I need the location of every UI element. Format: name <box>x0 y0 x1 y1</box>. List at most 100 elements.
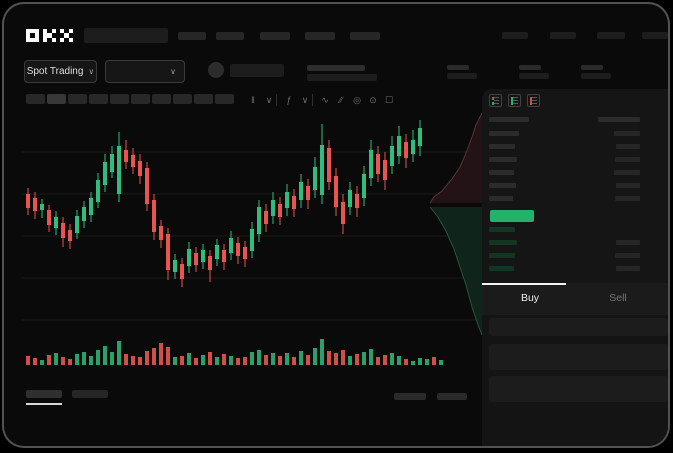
nav-item[interactable] <box>216 32 244 40</box>
candle-body <box>411 140 415 154</box>
volume-bar <box>47 355 51 365</box>
book-bids-icon[interactable] <box>508 94 521 107</box>
nav-item[interactable] <box>178 32 206 40</box>
bid-size-bar <box>489 240 517 245</box>
indicators-icon[interactable]: ƒ <box>286 95 292 105</box>
candle-body <box>362 174 366 198</box>
candle-body <box>334 176 338 207</box>
candle-body <box>222 250 226 262</box>
timeframe-pill[interactable] <box>194 94 213 104</box>
timeframe-pill[interactable] <box>215 94 234 104</box>
nav-right-item[interactable] <box>550 32 576 39</box>
ask-row[interactable] <box>482 144 668 152</box>
history-icon[interactable]: ⊙ <box>369 95 377 105</box>
nav-item[interactable] <box>260 32 290 40</box>
candle-body <box>166 234 170 270</box>
volume-bar <box>159 343 163 365</box>
timeframe-pill[interactable] <box>110 94 129 104</box>
ask-price-bar <box>614 170 640 175</box>
candle-body <box>96 180 100 202</box>
nav-right-item[interactable] <box>502 32 528 39</box>
ask-size-bar <box>489 157 517 162</box>
volume-bar <box>376 357 380 365</box>
ask-price-bar <box>616 183 640 188</box>
token-avatar[interactable] <box>208 62 224 78</box>
candle-body <box>40 204 44 210</box>
candle-body <box>404 142 408 158</box>
candle-body <box>369 150 373 178</box>
candle-body <box>257 207 261 234</box>
market-type-selector[interactable]: Spot Trading ∨ <box>24 60 97 83</box>
icon-mark <box>492 102 494 105</box>
ask-row[interactable] <box>482 196 668 204</box>
order-input-field[interactable] <box>489 376 668 402</box>
depth-bid-area <box>430 207 482 335</box>
line-tool-icon[interactable]: ∿ <box>321 95 329 105</box>
tab-buy[interactable]: Buy <box>520 292 540 304</box>
nav-right-item[interactable] <box>642 32 668 39</box>
candle-body <box>68 230 72 241</box>
bottom-tab[interactable] <box>72 390 108 398</box>
timeframe-pill[interactable] <box>89 94 108 104</box>
ask-row[interactable] <box>482 183 668 191</box>
tab-sell[interactable]: Sell <box>609 292 627 304</box>
candle-body <box>355 194 359 208</box>
icon-line <box>513 103 518 104</box>
timeframe-pill[interactable] <box>131 94 150 104</box>
bid-price-bar <box>615 253 640 258</box>
bottom-action[interactable] <box>394 393 426 400</box>
candle-body <box>383 160 387 180</box>
volume-bar <box>243 357 247 365</box>
fullscreen-icon[interactable]: ☐ <box>384 95 394 105</box>
depth-bid-line <box>430 206 482 336</box>
nav-item[interactable] <box>350 32 380 40</box>
bid-row[interactable] <box>482 240 668 248</box>
order-input-field[interactable] <box>489 318 668 336</box>
book-asks-icon[interactable] <box>527 94 540 107</box>
timeframe-pill[interactable] <box>47 94 66 104</box>
ask-row[interactable] <box>482 170 668 178</box>
volume-bar <box>26 356 30 365</box>
volume-bar <box>320 339 324 365</box>
nav-right-item[interactable] <box>597 32 625 39</box>
candle-body <box>117 146 121 194</box>
okx-logo[interactable]: OKX <box>26 29 76 43</box>
converted-price-placeholder <box>307 74 377 81</box>
timeframe-pill[interactable] <box>68 94 87 104</box>
orderbook-header-left <box>489 117 529 122</box>
candle-body <box>313 167 317 190</box>
timeframe-pill[interactable] <box>173 94 192 104</box>
timeframe-pill[interactable] <box>26 94 45 104</box>
bottom-action[interactable] <box>437 393 467 400</box>
candle-body <box>201 250 205 262</box>
candle-body <box>187 249 191 266</box>
candle-body <box>89 198 93 215</box>
bid-row[interactable] <box>482 227 668 235</box>
nav-item[interactable] <box>305 32 335 40</box>
order-input-field[interactable] <box>489 344 668 370</box>
bid-row[interactable] <box>482 253 668 261</box>
bottom-tab-active[interactable] <box>26 390 62 398</box>
candlestick-chart[interactable] <box>22 107 482 369</box>
chevron-down-icon[interactable]: ∨ <box>265 95 273 105</box>
candle-body <box>61 223 65 238</box>
chevron-down-icon[interactable]: ∨ <box>301 95 309 105</box>
camera-icon[interactable]: ◎ <box>353 95 361 105</box>
candle-style-icon[interactable]: ‖ <box>251 95 255 105</box>
ask-price-bar <box>615 157 640 162</box>
ask-row[interactable] <box>482 131 668 139</box>
symbol-dropdown[interactable]: ∨ <box>105 60 185 83</box>
bid-row[interactable] <box>482 266 668 274</box>
pair-selector-placeholder[interactable] <box>84 28 168 43</box>
ask-row[interactable] <box>482 157 668 165</box>
volume-bar <box>145 351 149 365</box>
last-price-bar[interactable] <box>490 210 534 222</box>
candle-body <box>327 148 331 182</box>
chart-toolbar: ‖ ∨ ƒ ∨ ∿ ∕∕ ◎ ⊙ ☐ <box>4 88 480 110</box>
draw-tool-icon[interactable]: ∕∕ <box>339 95 343 105</box>
candle-body <box>124 150 128 162</box>
timeframe-pill[interactable] <box>152 94 171 104</box>
chevron-down-icon: ∨ <box>170 67 176 76</box>
book-all-icon[interactable] <box>489 94 502 107</box>
logo-block <box>34 33 40 38</box>
